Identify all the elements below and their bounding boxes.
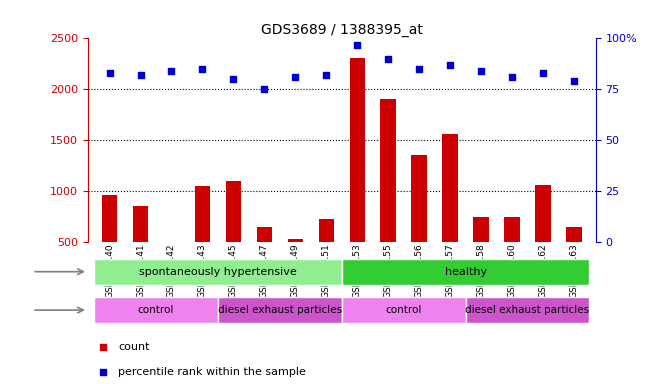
Text: spontaneously hypertensive: spontaneously hypertensive [139,266,297,277]
Point [321,72,331,78]
Text: diesel exhaust particles: diesel exhaust particles [465,305,590,315]
Title: GDS3689 / 1388395_at: GDS3689 / 1388395_at [261,23,422,37]
Bar [342,297,465,323]
Point [197,66,208,72]
Point [259,86,270,93]
Bar [465,297,589,323]
Text: healthy: healthy [445,266,487,277]
Bar [226,181,241,293]
Point [383,56,393,62]
Bar [256,227,272,293]
Bar [505,217,519,293]
Point [135,72,146,78]
Point [290,74,301,80]
Bar [288,239,303,293]
Bar [535,185,551,293]
Text: percentile rank within the sample: percentile rank within the sample [118,367,306,377]
Bar [350,58,365,293]
Point [507,74,518,80]
Bar [195,186,210,293]
Point [538,70,548,76]
Bar [566,227,582,293]
Bar [318,218,334,293]
Point [476,68,486,74]
Bar [380,99,396,293]
Point [352,41,363,48]
Bar [411,156,427,293]
Text: control: control [138,305,174,315]
Point [229,76,239,82]
Text: diesel exhaust particles: diesel exhaust particles [218,305,342,315]
Bar [164,273,179,293]
Bar [342,259,589,285]
Point [569,78,579,84]
Text: count: count [118,342,150,352]
Point [445,62,455,68]
Bar [94,259,342,285]
Point [414,66,424,72]
Bar [102,195,117,293]
Bar [443,134,458,293]
Bar [133,206,148,293]
Text: control: control [385,305,422,315]
Point [104,70,115,76]
Bar [473,217,489,293]
Point [166,68,176,74]
Bar [94,297,218,323]
Bar [218,297,342,323]
